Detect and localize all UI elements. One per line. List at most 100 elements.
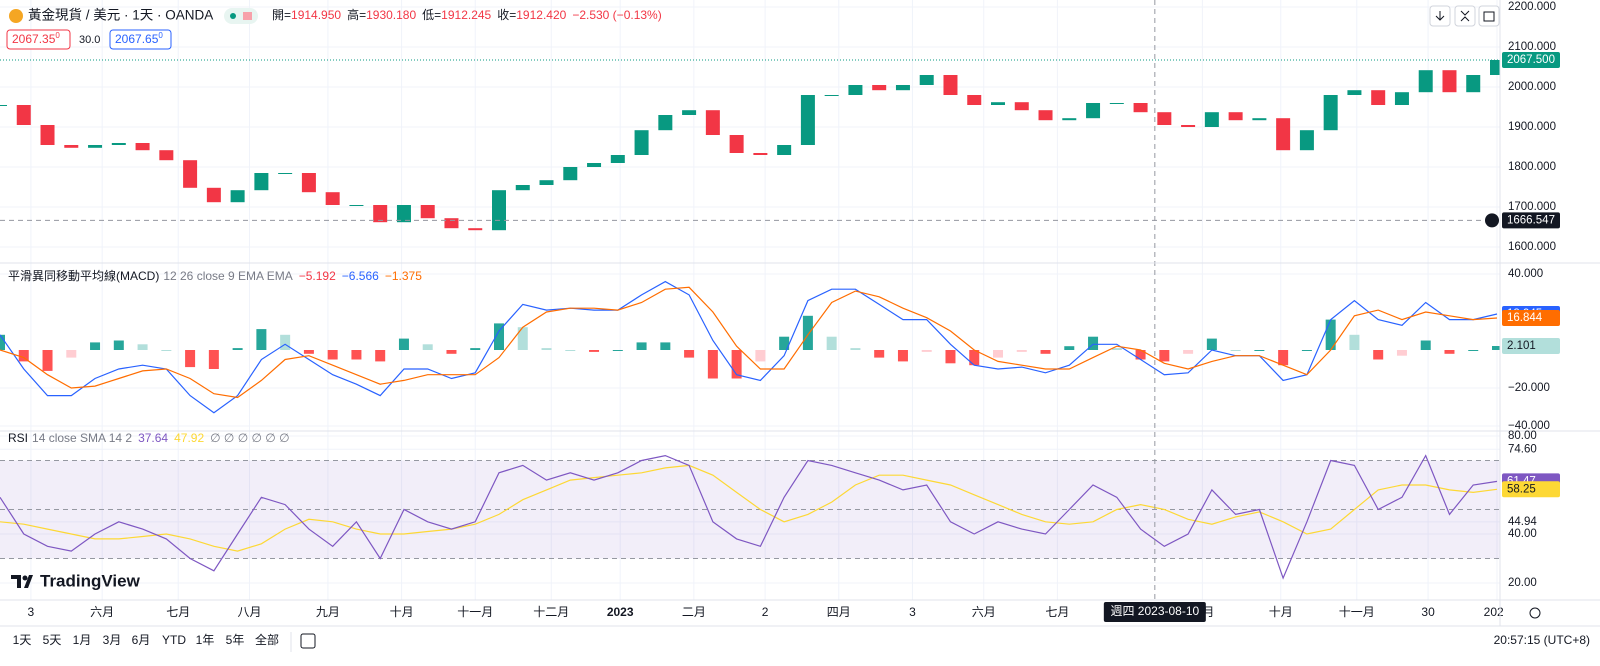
candle [1109, 103, 1124, 104]
candle [539, 180, 554, 185]
ask: 2067.650 [115, 31, 163, 46]
status-pill [224, 8, 258, 24]
x-tick-label: 3 [909, 605, 916, 619]
histogram-bar [1230, 350, 1241, 351]
candle [895, 85, 910, 91]
histogram-bar [1088, 336, 1099, 350]
histogram-bar [684, 350, 695, 358]
histogram-bar [660, 342, 671, 350]
candle [587, 163, 602, 167]
candle [1442, 70, 1457, 93]
axis-corner [1503, 601, 1600, 625]
histogram-bar [494, 323, 504, 350]
y-tick-label: −40.000 [1508, 420, 1550, 432]
candle [349, 205, 364, 206]
ohlc-label: 收= [497, 8, 516, 22]
x-tick-label: 30 [1421, 605, 1435, 619]
histogram-bar [375, 350, 386, 362]
candle [824, 95, 839, 96]
histogram-bar [137, 344, 148, 350]
histogram-bar [1159, 350, 1170, 362]
indicator-extra: ∅ ∅ ∅ ∅ ∅ ∅ [210, 431, 289, 445]
histogram-bar [1206, 338, 1217, 350]
date-range-icon[interactable] [300, 633, 316, 649]
ohlc-value: 1912.420 [516, 8, 566, 22]
candle [1038, 110, 1053, 121]
ohlc-label: 低= [422, 8, 441, 22]
crosshair-time-label: 週四 2023-08-10 [1110, 604, 1199, 618]
histogram-bar [850, 348, 861, 350]
histogram-bar [18, 350, 29, 362]
grid [0, 0, 1500, 600]
candle [563, 167, 578, 181]
candle [777, 145, 792, 155]
range-button[interactable]: 5年 [226, 633, 245, 647]
range-button[interactable]: 3月 [103, 633, 122, 647]
indicator-value: −1.375 [385, 269, 422, 283]
candle [159, 150, 174, 161]
range-button[interactable]: 5天 [43, 633, 62, 647]
bid: 2067.350 [12, 31, 60, 46]
histogram-bar [1396, 350, 1407, 356]
range-button[interactable]: 6月 [132, 633, 151, 647]
fullscreen-button[interactable] [1478, 5, 1500, 27]
x-tick-label: 九月 [316, 605, 340, 619]
histogram-bar [565, 350, 576, 351]
candle [729, 135, 744, 153]
histogram-bar [1420, 340, 1431, 350]
histogram-bar [1301, 350, 1312, 351]
candle [325, 192, 340, 205]
line-series [0, 464, 1498, 552]
maximize-button[interactable] [1454, 5, 1476, 27]
candle [682, 110, 697, 115]
histogram-bar [826, 336, 837, 350]
candle [254, 173, 269, 191]
candle [1347, 90, 1362, 95]
candle [230, 190, 245, 203]
price-axis-bg [1500, 0, 1600, 600]
ask-box[interactable] [109, 29, 172, 50]
ohlc-value: 1930.180 [366, 8, 416, 22]
candle [1014, 102, 1029, 111]
range-button[interactable]: 1月 [73, 633, 92, 647]
toolbar: 1天 5天 1月 3月 6月 YTD 1年 5年 全部 [13, 632, 279, 647]
range-button[interactable]: 1天 [13, 633, 32, 647]
price-badge-label: 2.101 [1507, 340, 1536, 352]
range-button[interactable]: YTD [162, 633, 186, 647]
x-tick-label: 3 [28, 605, 35, 619]
line-series [0, 286, 1498, 399]
histogram-bar [1468, 350, 1479, 351]
histogram-bar [256, 329, 267, 350]
x-tick-label: 十二月 [533, 605, 569, 619]
x-tick-label: 十一月 [457, 605, 493, 619]
ohlc-label: 高= [347, 7, 366, 22]
logo-icon [11, 575, 33, 588]
candle [919, 75, 934, 85]
range-button[interactable]: 1年 [196, 633, 215, 647]
histogram-bar [1111, 348, 1122, 350]
bid-box[interactable] [6, 29, 71, 50]
indicator-value: −5.192 [299, 269, 336, 283]
indicator-title: 平滑異同移動平均線(MACD) [8, 268, 159, 283]
clock: 20:57:15 (UTC+8) [1494, 633, 1590, 647]
histogram-bar [66, 350, 77, 358]
ohlc-label: 開= [272, 8, 291, 22]
price-badge-label: 58.25 [1507, 483, 1536, 495]
histogram-bar [161, 350, 172, 351]
status-icon [243, 12, 252, 20]
line-series [0, 454, 1498, 580]
range-button[interactable]: 全部 [255, 632, 279, 647]
histogram-bar [589, 350, 600, 352]
candle [64, 145, 79, 148]
histogram-bar [921, 350, 932, 352]
histogram-bar [1064, 346, 1075, 350]
histogram-bar [303, 350, 314, 354]
crosshair-add[interactable] [1485, 213, 1499, 228]
candle [1323, 95, 1338, 131]
candle [444, 218, 459, 229]
candle [848, 85, 863, 95]
histogram-bar [636, 342, 647, 350]
settings-icon[interactable] [1529, 607, 1541, 619]
candle [1299, 130, 1314, 151]
